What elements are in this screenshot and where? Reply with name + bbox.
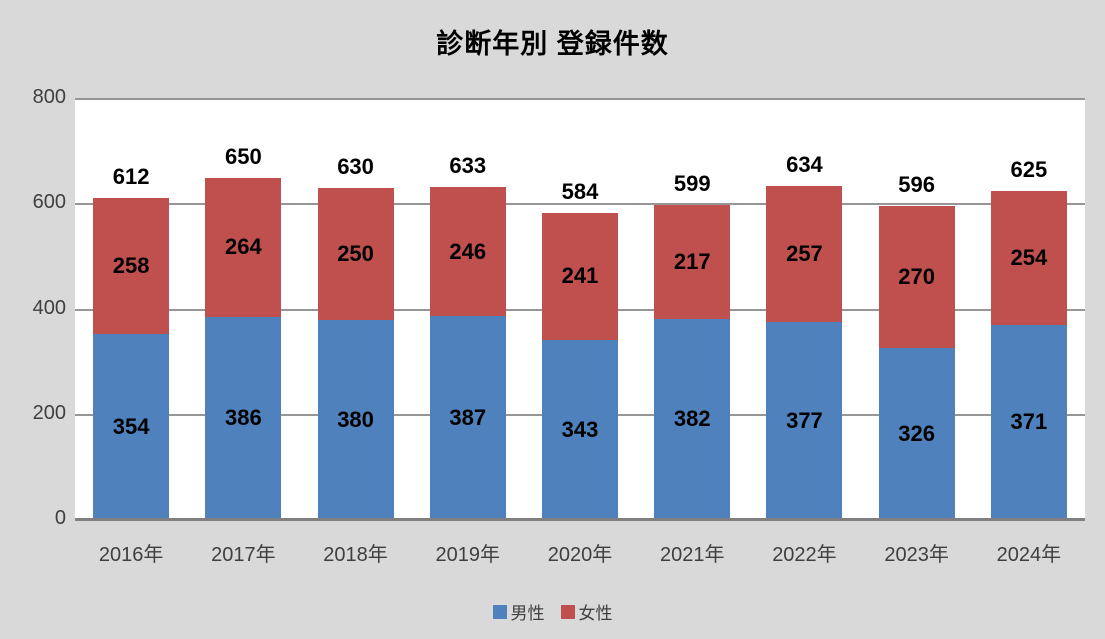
male-segment: 380 bbox=[317, 320, 394, 520]
x-tick-label-2018年: 2018年 bbox=[323, 544, 388, 566]
bar-stack: 371 254 bbox=[990, 191, 1067, 520]
x-tick-label-2022年: 2022年 bbox=[772, 544, 837, 566]
bar-stack: 354 258 bbox=[93, 197, 170, 520]
total-label: 625 bbox=[1010, 157, 1048, 183]
female-value-label: 257 bbox=[786, 240, 823, 266]
male-value-label: 380 bbox=[337, 407, 374, 433]
total-label: 599 bbox=[673, 170, 711, 196]
y-tick-label-600: 600 bbox=[32, 191, 66, 214]
total-label: 630 bbox=[337, 154, 374, 180]
legend-label: 男性 bbox=[510, 604, 545, 623]
male-segment: 377 bbox=[766, 321, 843, 520]
y-tick-label-400: 400 bbox=[32, 296, 66, 319]
chart-title: 診断年別 登録件数 bbox=[436, 29, 669, 59]
bar-group-2022年: 377 257 634 bbox=[748, 99, 860, 520]
male-value-label: 382 bbox=[673, 406, 711, 432]
female-value-label: 258 bbox=[112, 252, 150, 278]
x-tick-label-2023年: 2023年 bbox=[884, 544, 949, 566]
bar-group-2018年: 380 250 630 bbox=[299, 99, 411, 520]
legend: 男性 女性 bbox=[0, 599, 1105, 624]
total-label: 634 bbox=[786, 152, 823, 178]
x-tick-label-2020年: 2020年 bbox=[547, 544, 613, 566]
gridline-600 bbox=[75, 203, 1085, 206]
x-tick-label-2021年: 2021年 bbox=[659, 544, 725, 566]
bar-group-2019年: 387 246 633 bbox=[412, 99, 524, 520]
total-label: 596 bbox=[898, 172, 936, 198]
x-tick-label-2017年: 2017年 bbox=[211, 544, 276, 566]
male-value-label: 343 bbox=[561, 416, 599, 442]
female-segment: 250 bbox=[317, 188, 394, 321]
female-segment: 254 bbox=[990, 191, 1067, 325]
y-tick-label-0: 0 bbox=[54, 507, 66, 529]
bar-group-2021年: 382 217 599 bbox=[636, 99, 748, 520]
total-label: 633 bbox=[449, 152, 487, 178]
male-segment: 387 bbox=[429, 316, 506, 520]
female-segment: 264 bbox=[205, 177, 282, 317]
female-segment: 246 bbox=[429, 186, 506, 317]
female-value-label: 241 bbox=[561, 263, 599, 289]
male-value-label: 387 bbox=[449, 405, 487, 431]
male-segment: 354 bbox=[93, 333, 170, 520]
legend-item-女性: 女性 bbox=[560, 599, 613, 624]
total-label: 584 bbox=[561, 178, 599, 204]
male-segment: 343 bbox=[541, 339, 618, 520]
bar-group-2024年: 371 254 625 bbox=[973, 99, 1085, 520]
x-tick-label-2024年: 2024年 bbox=[996, 544, 1062, 566]
bar-group-2020年: 343 241 584 bbox=[524, 99, 636, 520]
female-value-label: 217 bbox=[673, 248, 711, 274]
total-label: 612 bbox=[112, 163, 150, 189]
male-value-label: 371 bbox=[1010, 409, 1048, 435]
female-segment: 258 bbox=[93, 197, 170, 334]
bar-stack: 343 241 bbox=[541, 212, 618, 520]
x-tick-label-2016年: 2016年 bbox=[98, 544, 164, 566]
male-segment: 382 bbox=[654, 318, 731, 520]
bar-stack: 386 264 bbox=[205, 177, 282, 520]
legend-swatch bbox=[560, 604, 575, 619]
plot-area: 354 258 612 386 264 650 380 250 630 387 246 633 343 2… bbox=[75, 98, 1085, 521]
male-segment: 386 bbox=[205, 316, 282, 520]
female-segment: 217 bbox=[654, 204, 731, 319]
female-segment: 270 bbox=[878, 206, 955, 349]
bar-group-2023年: 326 270 596 bbox=[861, 99, 973, 520]
female-value-label: 270 bbox=[898, 264, 936, 290]
female-segment: 241 bbox=[541, 212, 618, 340]
legend-label: 女性 bbox=[578, 604, 613, 623]
female-value-label: 264 bbox=[224, 234, 262, 260]
female-value-label: 254 bbox=[1010, 244, 1048, 270]
bar-stack: 326 270 bbox=[878, 206, 955, 520]
total-label: 650 bbox=[224, 143, 262, 169]
female-value-label: 250 bbox=[337, 241, 374, 267]
male-segment: 371 bbox=[990, 324, 1067, 520]
y-tick-label-200: 200 bbox=[32, 401, 66, 424]
male-segment: 326 bbox=[878, 348, 955, 520]
bar-stack: 382 217 bbox=[654, 204, 731, 520]
female-segment: 257 bbox=[766, 186, 843, 322]
legend-swatch bbox=[492, 604, 507, 619]
bar-stack: 387 246 bbox=[429, 186, 506, 520]
male-value-label: 354 bbox=[112, 413, 150, 439]
male-value-label: 377 bbox=[786, 407, 823, 433]
female-value-label: 246 bbox=[449, 238, 487, 264]
bar-stack: 377 257 bbox=[766, 186, 843, 520]
bar-group-2017年: 386 264 650 bbox=[187, 99, 299, 520]
gridline-800 bbox=[75, 98, 1085, 100]
y-tick-label-800: 800 bbox=[32, 86, 66, 108]
x-tick-label-2019年: 2019年 bbox=[435, 544, 501, 566]
legend-item-男性: 男性 bbox=[492, 599, 545, 624]
bar-stack: 380 250 bbox=[317, 188, 394, 520]
male-value-label: 326 bbox=[898, 421, 936, 447]
bar-group-2016年: 354 258 612 bbox=[75, 99, 187, 520]
male-value-label: 386 bbox=[224, 405, 262, 431]
x-axis-line bbox=[75, 518, 1085, 521]
